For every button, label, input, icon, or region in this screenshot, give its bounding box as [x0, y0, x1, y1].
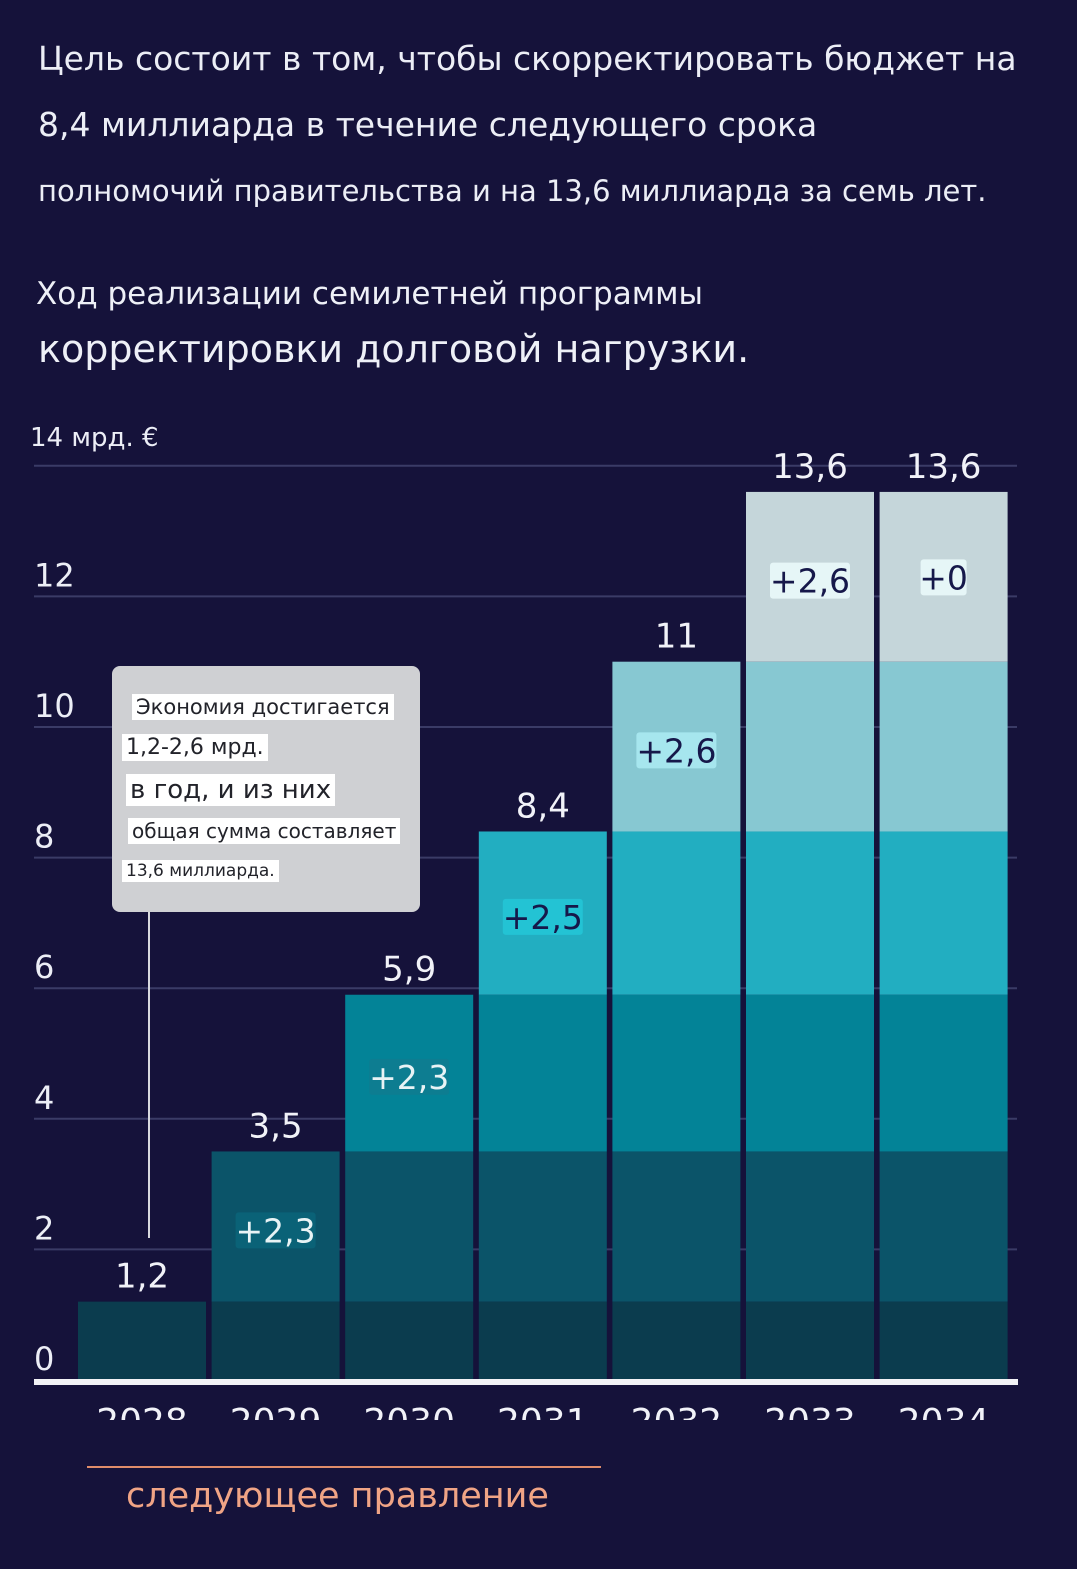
total-label-2031: 8,4: [516, 786, 570, 826]
x-tick-2034: 2034: [898, 1402, 990, 1420]
bar-2031-segment-3: [478, 994, 607, 1152]
bar-2033-segment-3: [746, 994, 874, 1152]
y-tick-2: 2: [34, 1209, 54, 1247]
callout-line-1: Экономия достигается: [132, 694, 394, 720]
increment-badge-2034: [920, 559, 967, 596]
annotation-layer: 1,2 2028 3,5 +2,3 2029 5,9 +2,3 2030 8,4 +2,5 2031…: [34, 447, 1018, 1420]
increment-badge-2029: [235, 1212, 316, 1249]
intro-text: Цель состоит в том, чтобы скорректироват…: [38, 26, 1048, 224]
bar-2032-segment-1: [612, 1301, 741, 1380]
increment-label-2030: +2,3: [369, 1058, 449, 1097]
total-label-2028: 1,2: [115, 1257, 169, 1297]
x-tick-2032: 2032: [631, 1402, 723, 1420]
callout-line-3: в год, и из них: [126, 774, 336, 806]
bar-2033-segment-5: [746, 661, 874, 832]
increment-badge-2033: [770, 562, 850, 599]
chart-heading-line-1: Ход реализации семилетней программы: [36, 276, 703, 312]
x-tick-2033: 2033: [764, 1402, 856, 1420]
bar-2029-segment-1: [211, 1301, 340, 1380]
total-label-2033: 13,6: [772, 447, 848, 487]
total-label-2032: 11: [655, 617, 698, 657]
total-label-2030: 5,9: [382, 950, 436, 990]
x-tick-2031: 2031: [497, 1402, 589, 1420]
chart-heading-line-2: корректировки долговой нагрузки.: [38, 327, 750, 371]
callout-line-2: 1,2-2,6 мрд.: [122, 734, 268, 761]
y-tick-8: 8: [34, 818, 54, 856]
increment-badge-2030: [369, 1058, 450, 1095]
bar-2034-segment-2: [879, 1151, 1008, 1302]
intro-line-2: 8,4 миллиарда в течение следующего срока: [38, 105, 818, 144]
x-tick-2029: 2029: [230, 1402, 322, 1420]
increment-label-2031: +2,5: [503, 898, 583, 937]
y-tick-10: 10: [34, 687, 75, 725]
bar-2032-segment-4: [612, 831, 741, 995]
y-tick-12: 12: [34, 556, 75, 594]
bar-2033-segment-1: [746, 1301, 874, 1380]
total-label-2029: 3,5: [249, 1106, 303, 1146]
bar-2034-segment-1: [879, 1301, 1008, 1380]
bar-2031-segment-2: [478, 1151, 607, 1302]
stacked-bar-chart: 0 2 4 6 8 10 12 1,2 2028 3,5 +2,3 2029 5,9 +2,3 2030 8…: [30, 423, 1018, 1420]
bar-2030-segment-2: [345, 1151, 474, 1302]
y-tick-0: 0: [34, 1340, 54, 1378]
callout-line-5: 13,6 миллиарда.: [122, 860, 279, 882]
intro-line-3: полномочий правительства и на 13,6 милли…: [38, 174, 987, 208]
increment-label-2029: +2,3: [236, 1211, 316, 1250]
bar-2033-segment-2: [746, 1151, 874, 1302]
bar-2028-segment-1: [78, 1301, 206, 1380]
intro-line-1: Цель состоит в том, чтобы скорректироват…: [38, 39, 1017, 78]
increment-label-2033: +2,6: [770, 562, 850, 601]
increment-badge-2032: [636, 732, 717, 769]
bar-2032-segment-2: [612, 1151, 741, 1302]
x-tick-2028: 2028: [96, 1402, 188, 1420]
next-government-label: следующее правление: [126, 1476, 549, 1516]
bar-2033-segment-4: [746, 831, 874, 995]
x-tick-2030: 2030: [363, 1402, 455, 1420]
increment-badge-2031: [502, 898, 583, 935]
y-tick-6: 6: [34, 948, 54, 986]
y-tick-4: 4: [34, 1079, 54, 1117]
bar-2032-segment-3: [612, 994, 741, 1152]
x-axis-baseline: [34, 1379, 1018, 1385]
bar-2034-segment-3: [879, 994, 1008, 1152]
y-axis-unit-label: 14 мрд. €: [30, 423, 159, 453]
callout-line-4: общая сумма составляет: [128, 818, 401, 844]
increment-label-2032: +2,6: [636, 731, 716, 770]
bar-2034-segment-4: [879, 831, 1008, 995]
chart-heading: Ход реализации семилетней программы корр…: [36, 270, 749, 380]
bar-2031-segment-1: [478, 1301, 607, 1380]
total-label-2034: 13,6: [906, 447, 982, 487]
savings-callout: Экономия достигается 1,2-2,6 мрд. в год,…: [112, 666, 420, 912]
grid-layer: 0 2 4 6 8 10 12: [34, 464, 1017, 1378]
next-government-bracket-line: [87, 1466, 601, 1468]
increment-label-2034: +0: [919, 558, 968, 597]
bar-2034-segment-5: [879, 661, 1008, 832]
bar-2030-segment-1: [345, 1301, 474, 1380]
